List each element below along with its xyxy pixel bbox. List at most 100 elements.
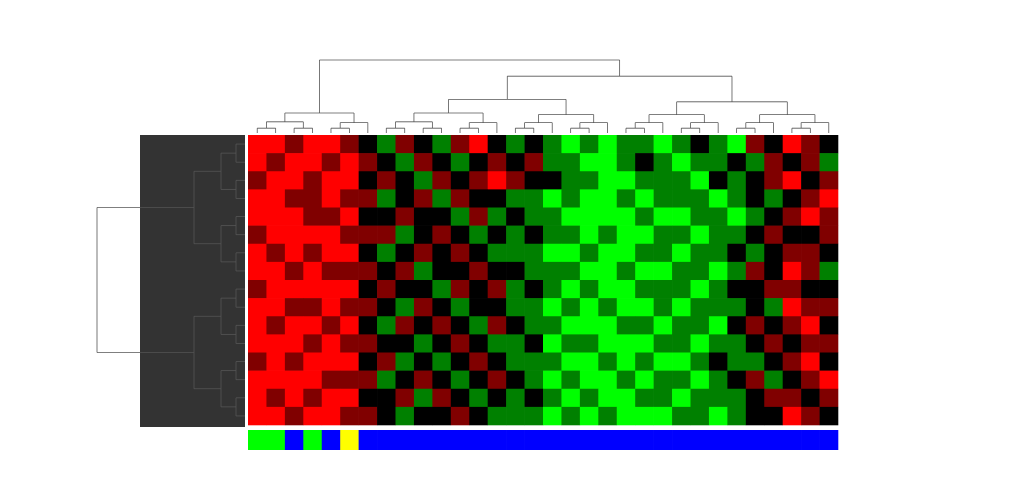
heatmap-cell xyxy=(469,406,488,426)
annotation-cell xyxy=(432,430,452,450)
heatmap-cell xyxy=(469,388,488,408)
heatmap-cell xyxy=(248,370,267,390)
heatmap-cell xyxy=(340,334,359,353)
heatmap-cell xyxy=(561,207,581,226)
heatmap-cell xyxy=(616,171,636,190)
heatmap-cell xyxy=(561,370,581,390)
heatmap-cell xyxy=(764,388,783,408)
heatmap-cell xyxy=(690,207,710,226)
heatmap-cell xyxy=(635,171,654,190)
heatmap-cell xyxy=(782,280,802,299)
heatmap-cell xyxy=(248,334,267,353)
heatmap-cell xyxy=(561,153,581,172)
heatmap-cell xyxy=(432,171,452,190)
annotation-cell xyxy=(616,430,636,450)
heatmap-cell xyxy=(653,298,673,317)
heatmap-cell xyxy=(358,207,378,226)
heatmap-cell xyxy=(708,352,728,371)
heatmap-cell xyxy=(432,298,452,317)
heatmap-cell xyxy=(579,189,599,208)
heatmap-cell xyxy=(801,189,820,208)
heatmap-cell xyxy=(432,225,452,245)
heatmap-cell xyxy=(579,243,599,263)
heatmap-cell xyxy=(432,243,452,263)
heatmap-cell xyxy=(708,153,728,172)
heatmap-cell xyxy=(358,135,378,154)
heatmap-cell xyxy=(543,298,562,317)
heatmap-cell xyxy=(377,298,396,317)
heatmap-cell xyxy=(653,153,673,172)
heatmap-cell xyxy=(413,298,433,317)
heatmap-cell xyxy=(561,225,581,245)
heatmap-cell xyxy=(635,207,654,226)
heatmap-cell xyxy=(690,370,710,390)
heatmap-cell xyxy=(745,352,765,371)
heatmap-cell xyxy=(653,352,673,371)
heatmap-cell xyxy=(450,352,470,371)
heatmap-cell xyxy=(506,370,525,390)
heatmap-cell xyxy=(266,135,286,154)
heatmap-cell xyxy=(764,406,783,426)
heatmap-cell xyxy=(469,189,488,208)
heatmap-cell xyxy=(745,280,765,299)
heatmap-cell xyxy=(284,406,304,426)
heatmap-cell xyxy=(690,298,710,317)
heatmap-cell xyxy=(782,261,802,281)
heatmap-cell xyxy=(635,406,654,426)
heatmap-cell xyxy=(524,243,544,263)
heatmap-cell xyxy=(708,261,728,281)
heatmap-cell xyxy=(487,316,507,335)
heatmap-cell xyxy=(653,135,673,154)
heatmap-cell xyxy=(543,370,562,390)
heatmap-cell xyxy=(413,189,433,208)
heatmap-cell xyxy=(469,153,488,172)
heatmap-cell xyxy=(395,189,415,208)
heatmap-cell xyxy=(506,153,525,172)
annotation-cell xyxy=(598,430,618,450)
heatmap-cell xyxy=(284,225,304,245)
heatmap-cell xyxy=(819,135,839,154)
heatmap-cell xyxy=(340,207,359,226)
heatmap-cell xyxy=(782,153,802,172)
heatmap-cell xyxy=(672,153,691,172)
heatmap-cell xyxy=(561,298,581,317)
heatmap-cell xyxy=(561,388,581,408)
heatmap-cell xyxy=(413,370,433,390)
heatmap-cell xyxy=(413,153,433,172)
heatmap-cell xyxy=(543,388,562,408)
heatmap-cell xyxy=(561,280,581,299)
heatmap-cell xyxy=(377,171,396,190)
heatmap-cell xyxy=(561,334,581,353)
heatmap-cell xyxy=(543,280,562,299)
heatmap-cell xyxy=(432,189,452,208)
heatmap-cell xyxy=(266,406,286,426)
heatmap-cell xyxy=(819,171,839,190)
heatmap-cell xyxy=(745,298,765,317)
heatmap-cell xyxy=(727,316,747,335)
heatmap-cell xyxy=(524,225,544,245)
heatmap-cell xyxy=(450,334,470,353)
heatmap-cell xyxy=(801,207,820,226)
heatmap-cell xyxy=(616,298,636,317)
heatmap-cell xyxy=(598,352,618,371)
annotation-cell xyxy=(395,430,415,450)
heatmap-cell xyxy=(819,316,839,335)
annotation-cell xyxy=(524,430,544,450)
heatmap-cell xyxy=(450,207,470,226)
heatmap-cell xyxy=(745,388,765,408)
heatmap-cell xyxy=(598,135,618,154)
heatmap-cell xyxy=(635,189,654,208)
annotation-cell xyxy=(561,430,581,450)
heatmap-cell xyxy=(708,316,728,335)
heatmap-cell xyxy=(284,316,304,335)
heatmap-cell xyxy=(469,316,488,335)
annotation-cell xyxy=(782,430,802,450)
heatmap-cell xyxy=(266,207,286,226)
heatmap-cell xyxy=(727,207,747,226)
heatmap-cell xyxy=(395,171,415,190)
heatmap-cell xyxy=(340,153,359,172)
heatmap-cell xyxy=(469,334,488,353)
heatmap-cell xyxy=(727,225,747,245)
heatmap-cell xyxy=(266,189,286,208)
annotation-cell xyxy=(745,430,765,450)
